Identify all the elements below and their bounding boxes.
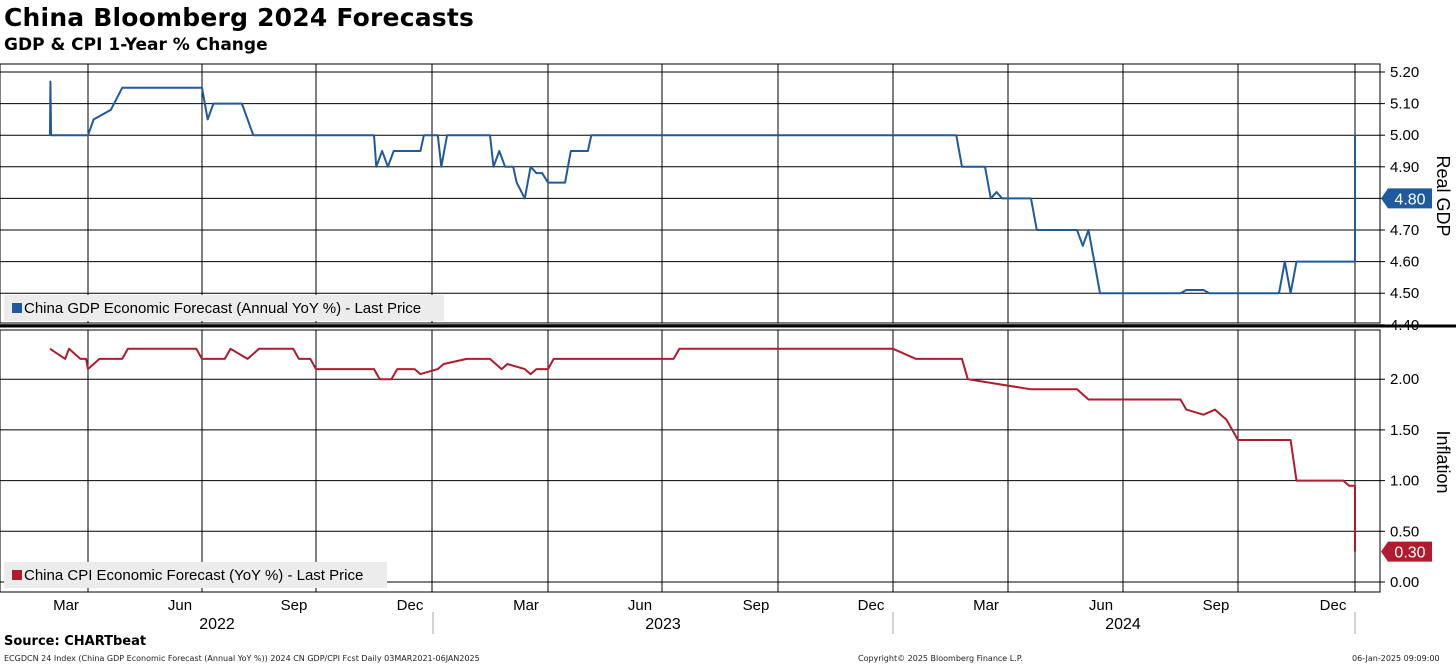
- cpi-last-value-tag-bg: [1381, 541, 1432, 562]
- cpi-series-line: [49, 347, 1356, 552]
- gdp-series-line: [49, 80, 1356, 295]
- cpi-legend-swatch: [12, 570, 22, 580]
- x-month-label-dec-12: Dec: [1320, 597, 1347, 614]
- x-month-label-jun-10: Jun: [1089, 597, 1113, 614]
- ticker-info: ECGDCN 24 Index (China GDP Economic Fore…: [4, 654, 480, 663]
- cpi-panel-frame: [0, 329, 1381, 593]
- cpi-ytick-label: 2.00: [1390, 371, 1419, 388]
- x-year-label-2023: 2023: [645, 616, 681, 633]
- gdp-ytick-label: 4.50: [1390, 285, 1419, 302]
- x-year-label-2024: 2024: [1105, 616, 1141, 633]
- x-month-label-mar-9: Mar: [973, 597, 999, 614]
- chart-title: China Bloomberg 2024 Forecasts: [4, 3, 475, 32]
- x-month-label-mar-1: Mar: [53, 597, 79, 614]
- x-month-label-sep-11: Sep: [1203, 597, 1230, 614]
- cpi-ytick-label: 0.50: [1390, 523, 1419, 540]
- x-year-label-2022: 2022: [199, 616, 235, 633]
- gdp-last-value-tag: 4.80: [1394, 191, 1425, 208]
- gdp-ytick-label: 4.70: [1390, 222, 1419, 239]
- gdp-legend-box: [4, 295, 444, 321]
- cpi-ytick-label: 1.50: [1390, 422, 1419, 439]
- timestamp: 06-Jan-2025 09:09:00: [1352, 654, 1440, 663]
- cpi-legend-label: China CPI Economic Forecast (YoY %) - La…: [24, 567, 363, 584]
- cpi-legend-box: [4, 562, 387, 588]
- gdp-legend-swatch: [12, 303, 22, 313]
- x-month-label-mar-5: Mar: [513, 597, 539, 614]
- x-month-label-dec-4: Dec: [397, 597, 424, 614]
- gdp-legend-label: China GDP Economic Forecast (Annual YoY …: [24, 300, 421, 317]
- gdp-ytick-label: 5.20: [1390, 64, 1419, 81]
- gdp-ytick-label: 5.00: [1390, 127, 1419, 144]
- chart-subtitle: GDP & CPI 1-Year % Change: [4, 35, 268, 55]
- x-month-label-jun-6: Jun: [628, 597, 652, 614]
- gdp-ytick-label: 4.40: [1390, 317, 1419, 334]
- x-month-label-dec-8: Dec: [858, 597, 885, 614]
- x-month-label-jun-2: Jun: [168, 597, 192, 614]
- source-label: Source: CHARTbeat: [4, 634, 147, 649]
- x-month-label-sep-7: Sep: [743, 597, 770, 614]
- gdp-ytick-label: 5.10: [1390, 96, 1419, 113]
- cpi-ytick-label: 1.00: [1390, 473, 1419, 490]
- x-month-label-sep-3: Sep: [281, 597, 308, 614]
- gdp-axis-label: Real GDP: [1433, 155, 1453, 236]
- copyright: Copyright© 2025 Bloomberg Finance L.P.: [858, 654, 1023, 663]
- cpi-last-value-tag: 0.30: [1394, 545, 1425, 562]
- cpi-ytick-label: 0.00: [1390, 574, 1419, 591]
- gdp-panel-frame: [0, 63, 1381, 324]
- gdp-ytick-label: 4.90: [1390, 159, 1419, 176]
- gdp-last-value-tag-bg: [1381, 188, 1432, 209]
- cpi-axis-label: Inflation: [1433, 430, 1453, 493]
- gdp-ytick-label: 4.60: [1390, 254, 1419, 271]
